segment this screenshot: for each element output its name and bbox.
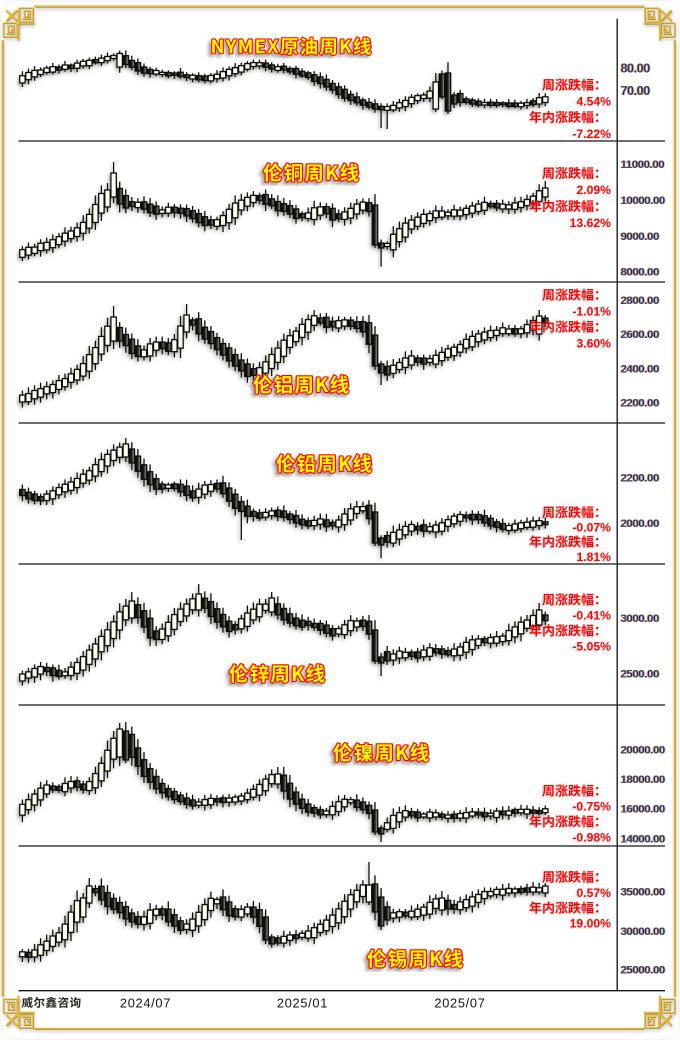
svg-text:2400.00: 2400.00 [621,363,659,375]
svg-text:11000.00: 11000.00 [620,159,664,171]
svg-text:25000.00: 25000.00 [620,965,664,977]
svg-text:2000.00: 2000.00 [620,518,658,530]
svg-text:2025/01: 2025/01 [277,995,328,1010]
svg-text:2600.00: 2600.00 [620,329,658,341]
svg-text:1.81%: 1.81% [576,550,611,564]
svg-text:-0.98%: -0.98% [572,830,611,844]
svg-text:18000.00: 18000.00 [621,774,665,786]
svg-text:9000.00: 9000.00 [620,231,658,243]
svg-text:20000.00: 20000.00 [620,745,664,757]
svg-text:9000.00: 9000.00 [621,231,659,243]
svg-text:2024/07: 2024/07 [120,995,171,1010]
svg-text:9000.00: 9000.00 [621,231,659,243]
svg-text:10000.00: 10000.00 [620,195,664,207]
svg-text:16000.00: 16000.00 [621,804,665,816]
svg-text:-0.41%: -0.41% [572,609,611,623]
svg-text:2800.00: 2800.00 [621,295,659,307]
svg-text:25000.00: 25000.00 [621,965,665,977]
svg-text:2500.00: 2500.00 [620,669,658,681]
svg-text:-0.07%: -0.07% [572,521,611,535]
svg-text:2.09%: 2.09% [576,183,611,197]
svg-text:20000.00: 20000.00 [621,745,665,757]
svg-text:2800.00: 2800.00 [620,295,658,307]
svg-text:35000.00: 35000.00 [620,886,664,898]
svg-text:2200.00: 2200.00 [621,398,659,410]
svg-text:25000.00: 25000.00 [621,965,665,977]
svg-text:18000.00: 18000.00 [620,774,664,786]
svg-text:-7.22%: -7.22% [572,127,611,141]
svg-text:-0.75%: -0.75% [572,800,611,814]
svg-text:2500.00: 2500.00 [621,669,659,681]
svg-text:2200.00: 2200.00 [621,473,659,485]
svg-text:18000.00: 18000.00 [621,774,665,786]
svg-text:11000.00: 11000.00 [621,159,665,171]
svg-text:3.60%: 3.60% [576,336,611,350]
svg-text:16000.00: 16000.00 [621,804,665,816]
svg-text:14000.00: 14000.00 [621,833,665,845]
svg-text:8000.00: 8000.00 [620,267,658,279]
svg-text:13.62%: 13.62% [570,216,611,230]
svg-text:10000.00: 10000.00 [621,195,665,207]
svg-text:0.57%: 0.57% [576,886,611,900]
svg-text:2200.00: 2200.00 [620,473,658,485]
svg-text:19.00%: 19.00% [570,917,611,931]
svg-text:8000.00: 8000.00 [621,267,659,279]
svg-text:3000.00: 3000.00 [620,613,658,625]
svg-text:16000.00: 16000.00 [620,804,664,816]
svg-text:2200.00: 2200.00 [620,398,658,410]
svg-text:2500.00: 2500.00 [621,669,659,681]
svg-text:4.54%: 4.54% [576,95,611,109]
svg-text:80.00: 80.00 [620,61,650,75]
svg-text:2000.00: 2000.00 [621,518,659,530]
svg-text:80.00: 80.00 [621,61,651,75]
svg-text:2200.00: 2200.00 [621,398,659,410]
svg-text:8000.00: 8000.00 [621,267,659,279]
svg-text:2400.00: 2400.00 [621,363,659,375]
svg-text:14000.00: 14000.00 [621,833,665,845]
svg-text:30000.00: 30000.00 [620,926,664,938]
svg-text:70.00: 70.00 [621,84,651,98]
svg-text:3000.00: 3000.00 [621,613,659,625]
svg-text:30000.00: 30000.00 [621,926,665,938]
svg-text:-1.01%: -1.01% [572,304,611,318]
svg-text:30000.00: 30000.00 [621,926,665,938]
svg-text:2600.00: 2600.00 [621,329,659,341]
svg-text:2800.00: 2800.00 [621,295,659,307]
svg-text:2025/07: 2025/07 [434,995,485,1010]
svg-text:20000.00: 20000.00 [621,745,665,757]
svg-text:35000.00: 35000.00 [621,886,665,898]
svg-text:80.00: 80.00 [621,61,651,75]
svg-text:70.00: 70.00 [621,84,651,98]
svg-text:14000.00: 14000.00 [620,833,664,845]
svg-text:2600.00: 2600.00 [621,329,659,341]
svg-text:11000.00: 11000.00 [621,159,665,171]
svg-text:35000.00: 35000.00 [621,886,665,898]
svg-text:10000.00: 10000.00 [621,195,665,207]
svg-text:2000.00: 2000.00 [621,518,659,530]
svg-text:3000.00: 3000.00 [621,613,659,625]
svg-text:-5.05%: -5.05% [572,640,611,654]
svg-text:70.00: 70.00 [620,84,650,98]
svg-text:2200.00: 2200.00 [621,473,659,485]
svg-text:2400.00: 2400.00 [620,363,658,375]
